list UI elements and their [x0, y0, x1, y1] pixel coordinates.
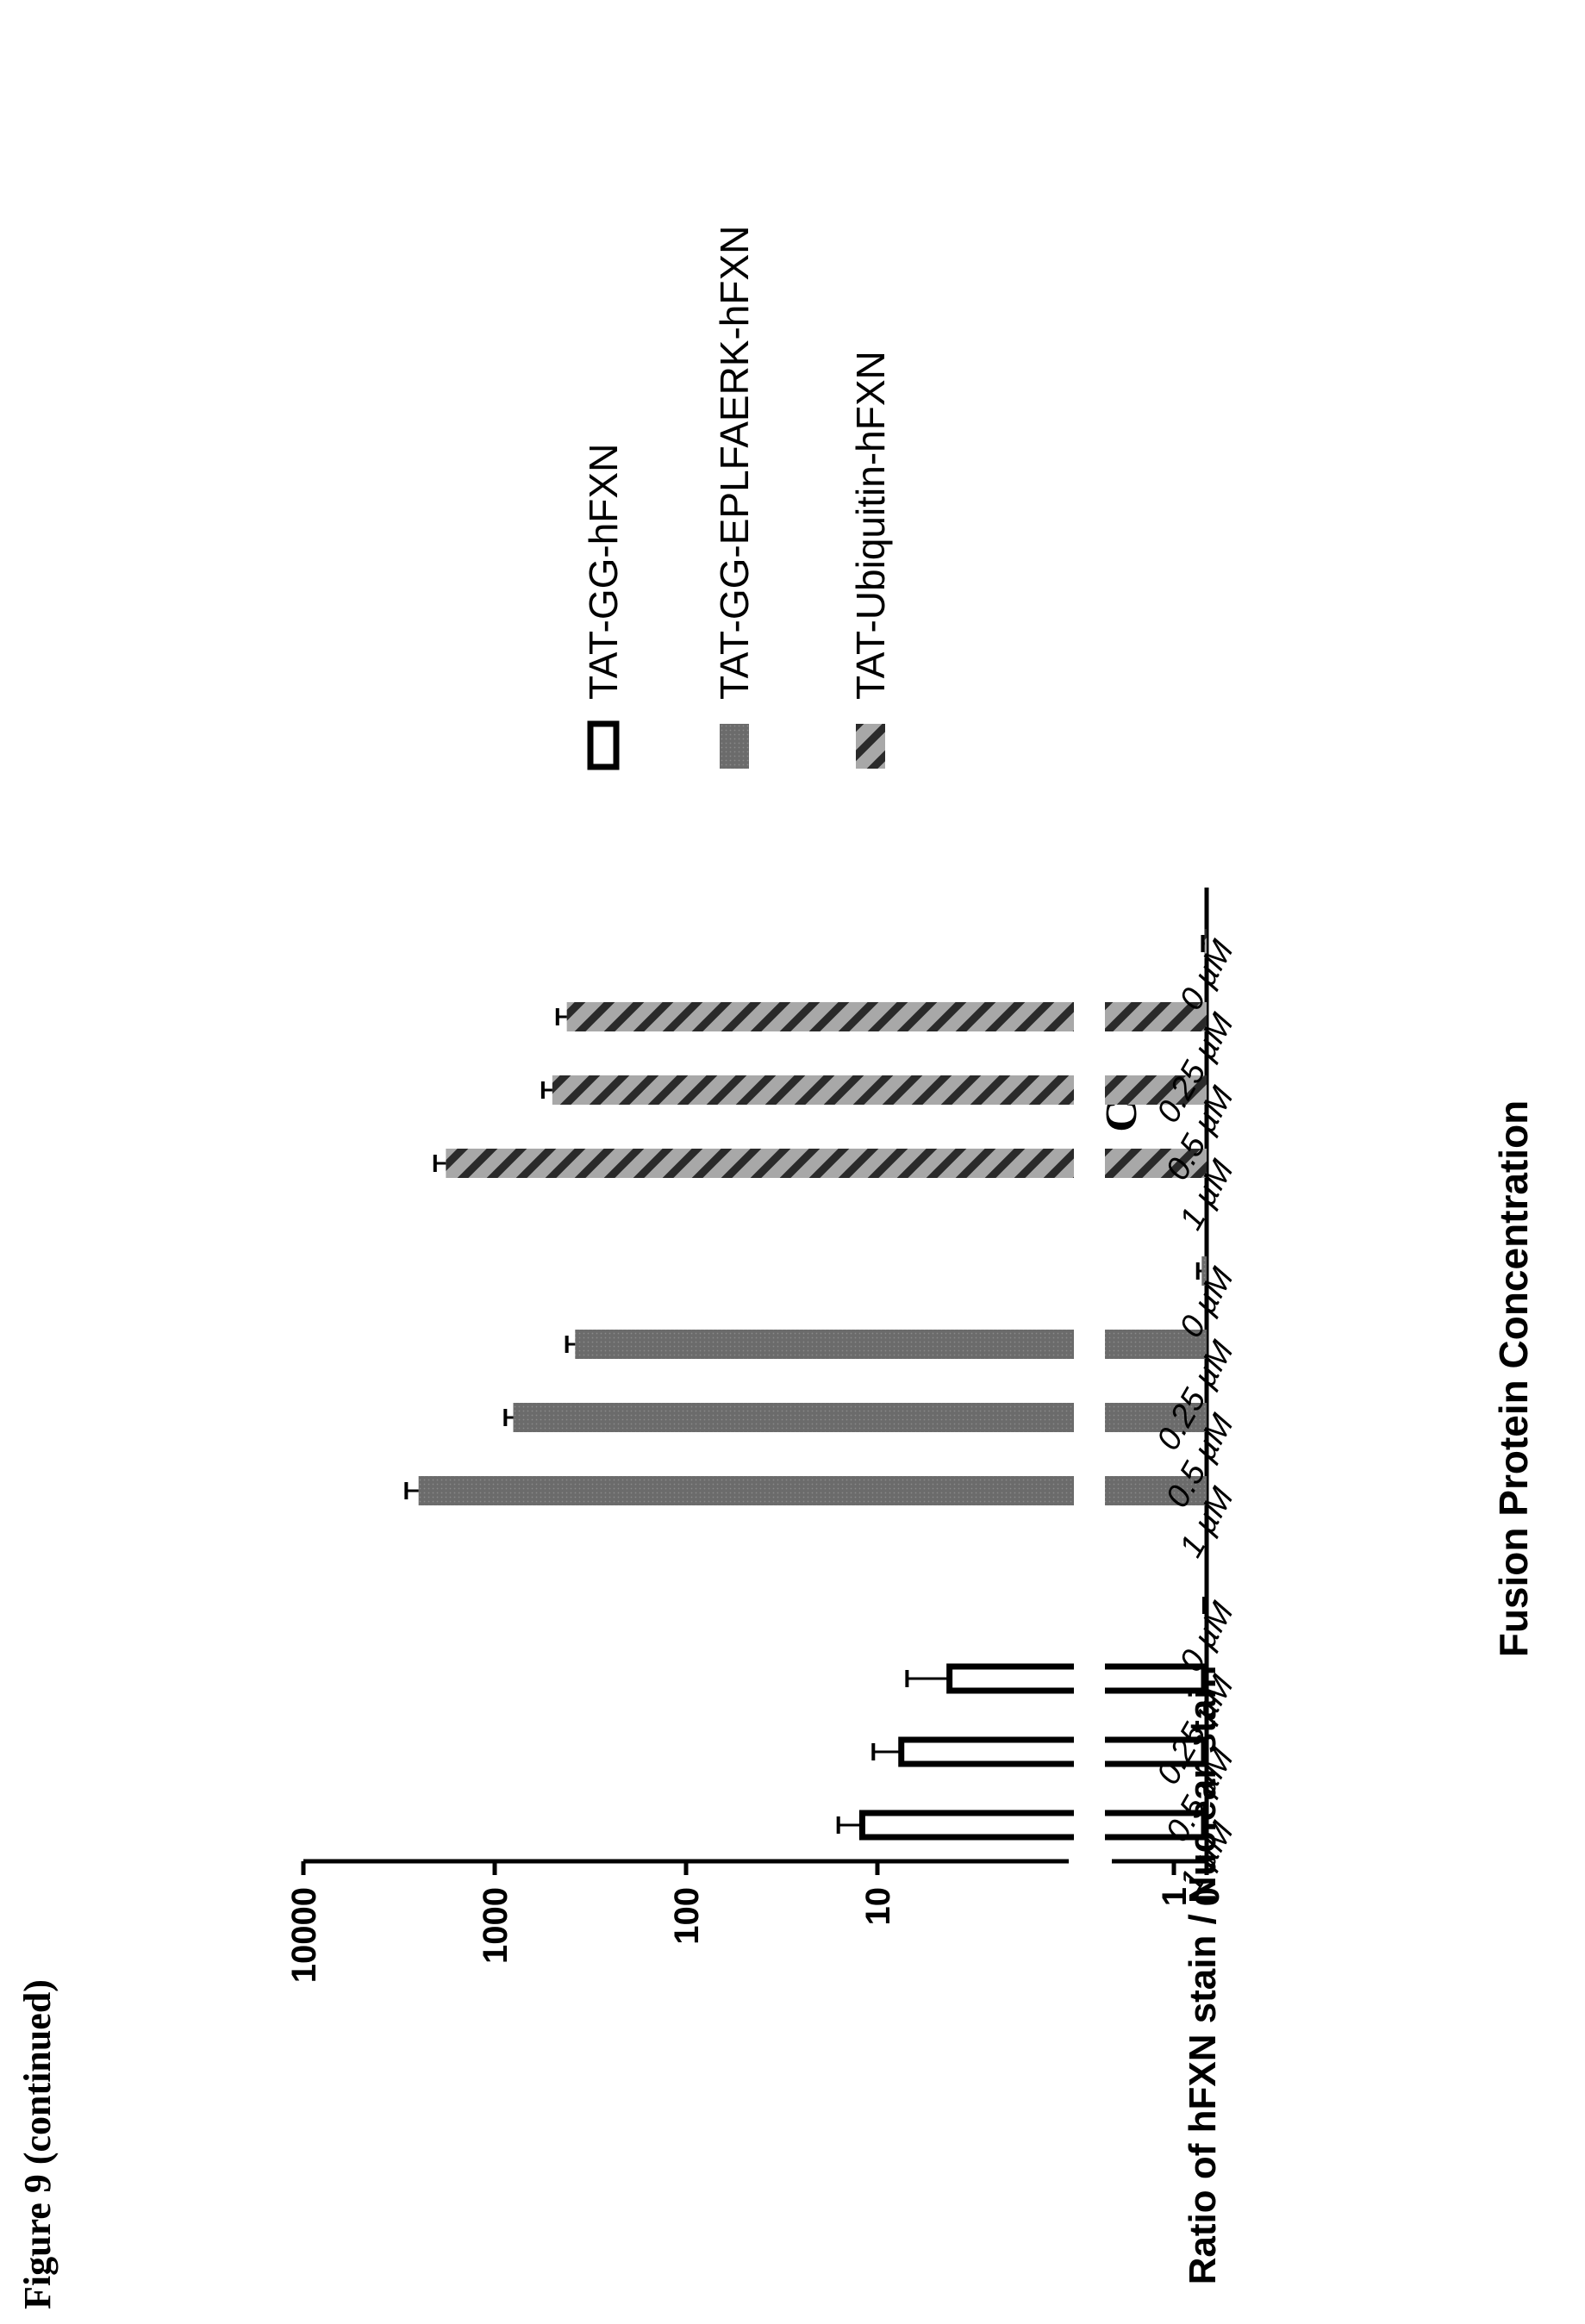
panel-label: C [1097, 1100, 1146, 1132]
legend-swatch [720, 724, 749, 769]
legend-swatch [856, 724, 885, 769]
category-label: 0 µM [1173, 934, 1241, 1016]
figure-caption: Figure 9 (continued) [16, 1979, 59, 2309]
legend-swatch [587, 720, 620, 770]
bar-tat-ubiquitin-hfxn-2 [566, 1002, 1207, 1031]
chart-ticks: 01 10 100 1000 10000 [285, 1861, 1226, 1983]
category-label: 0 µM [1173, 1262, 1241, 1343]
chart-bars [404, 888, 1207, 1879]
category-label: 0 µM [1173, 1596, 1241, 1678]
chart-axes [303, 888, 1209, 1864]
y-tick-label: 1000 [477, 1887, 515, 1964]
chart-legend: TAT-GG-hFXN TAT-GG-EPLFAERK-hFXN TAT-Ubiqu… [581, 226, 893, 770]
y-tick-label: 10 [859, 1887, 897, 1926]
bar-tat-gg-hfxn-1 [898, 1736, 1207, 1767]
x-axis-title: Fusion Protein Concentration [1491, 1100, 1536, 1658]
legend-label: TAT-GG-EPLFAERK-hFXN [712, 226, 757, 700]
bar-tat-ubiquitin-hfxn-1 [552, 1075, 1207, 1105]
y-tick-label: 10000 [285, 1887, 323, 1983]
y-axis-title: Ratio of hFXN stain / Nuclear stain [1182, 1666, 1224, 2285]
legend-label: TAT-Ubiquitin-hFXN [848, 351, 893, 700]
legend-label: TAT-GG-hFXN [581, 444, 626, 700]
bar-tat-ubiquitin-hfxn-3 [1204, 929, 1207, 958]
bar-tat-gg-eplfaerk-hfxn-3 [1201, 1256, 1207, 1286]
y-tick-label: 1 [1156, 1887, 1194, 1906]
y-tick-label: 100 [668, 1887, 706, 1945]
axis-break-band [1074, 888, 1105, 1879]
bar-tat-gg-hfxn-0 [858, 1810, 1207, 1841]
bar-tat-gg-eplfaerk-hfxn-2 [575, 1330, 1207, 1359]
y-tick-label: 0 [1189, 1887, 1226, 1906]
